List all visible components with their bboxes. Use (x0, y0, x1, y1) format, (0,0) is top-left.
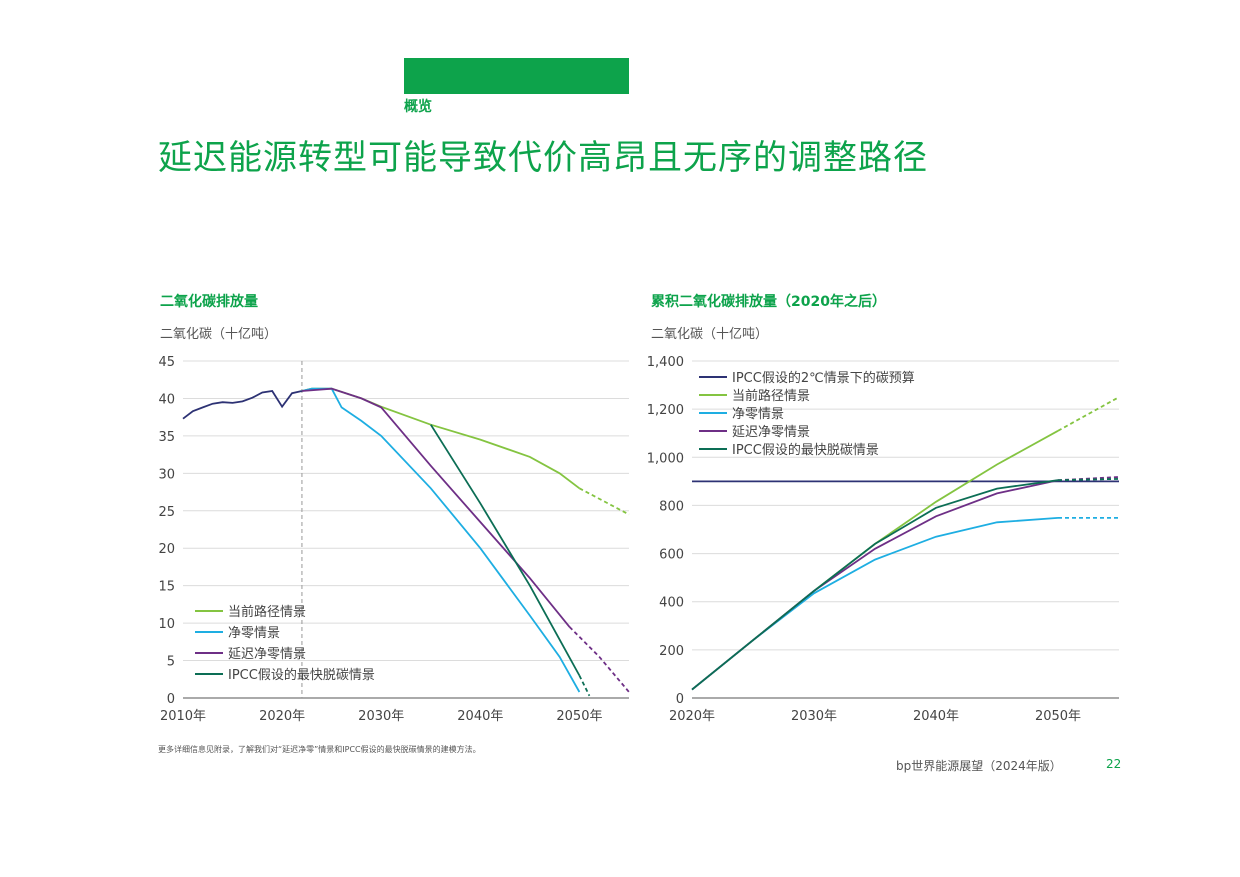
y-tick-label: 30 (158, 467, 175, 482)
page-number: 22 (1106, 757, 1122, 771)
x-tick-label: 2020年 (669, 709, 715, 724)
y-tick-label: 25 (158, 505, 175, 520)
y-tick-label: 0 (167, 692, 175, 707)
legend-label: IPCC假设的2℃情景下的碳预算 (732, 370, 915, 386)
series-projection-series (1057, 396, 1120, 432)
legend-label: 当前路径情景 (732, 388, 810, 404)
y-tick-label: 5 (167, 655, 175, 670)
x-tick-label: 2030年 (358, 709, 404, 724)
x-tick-label: 2050年 (556, 709, 602, 724)
legend-label: IPCC假设的最快脱碳情景 (732, 442, 879, 458)
x-tick-label: 2050年 (1035, 709, 1081, 724)
series-line-IPCC (691, 479, 1059, 691)
x-tick-label: 2010年 (160, 709, 206, 724)
series-line-series (301, 387, 571, 628)
series-line-series (691, 479, 1059, 691)
y-tick-label: 1,400 (647, 355, 684, 370)
legend-label: 净零情景 (732, 407, 784, 422)
y-tick-label: 15 (158, 580, 175, 595)
right-chart-unit-label: 二氧化碳（十亿吨） (651, 327, 769, 342)
legend-label: 当前路径情景 (228, 604, 306, 620)
y-tick-label: 20 (158, 542, 175, 557)
header-accent-bar (404, 58, 629, 94)
x-tick-label: 2040年 (457, 709, 503, 724)
y-tick-label: 1,200 (647, 403, 684, 418)
left-chart-unit-label: 二氧化碳（十亿吨） (160, 327, 278, 342)
series-line-IPCC (430, 424, 581, 676)
section-label: 概览 (404, 99, 432, 115)
legend-label: IPCC假设的最快脱碳情景 (228, 667, 375, 683)
y-tick-label: 10 (158, 617, 175, 632)
footer-publication: bp世界能源展望（2024年版） (896, 759, 1062, 773)
y-tick-label: 1,000 (647, 451, 684, 466)
footnote: 更多详细信息见附录，了解我们对“延迟净零”情景和IPCC假设的最快脱碳情景的建模… (158, 745, 481, 754)
y-tick-label: 400 (659, 596, 684, 611)
y-tick-label: 35 (158, 430, 175, 445)
series-projection-IPCC (578, 675, 591, 697)
y-tick-label: 200 (659, 644, 684, 659)
legend-label: 延迟净零情景 (732, 425, 810, 440)
series-history-line (182, 390, 303, 420)
left-chart-title: 二氧化碳排放量 (160, 294, 258, 310)
y-tick-label: 800 (659, 499, 684, 514)
legend-label: 净零情景 (228, 626, 280, 641)
series-projection-series (568, 626, 630, 693)
y-tick-label: 600 (659, 548, 684, 563)
y-tick-label: 0 (676, 692, 684, 707)
series-projection-IPCC (1057, 478, 1120, 482)
x-tick-label: 2040年 (913, 709, 959, 724)
page-title: 延迟能源转型可能导致代价高昂且无序的调整路径 (158, 138, 928, 178)
legend-label: 延迟净零情景 (228, 647, 306, 662)
x-tick-label: 2020年 (259, 709, 305, 724)
x-tick-label: 2030年 (791, 709, 837, 724)
y-tick-label: 45 (158, 355, 175, 370)
y-tick-label: 40 (158, 392, 175, 407)
series-projection-series (578, 487, 630, 516)
right-chart-title: 累积二氧化碳排放量（2020年之后） (651, 294, 886, 310)
